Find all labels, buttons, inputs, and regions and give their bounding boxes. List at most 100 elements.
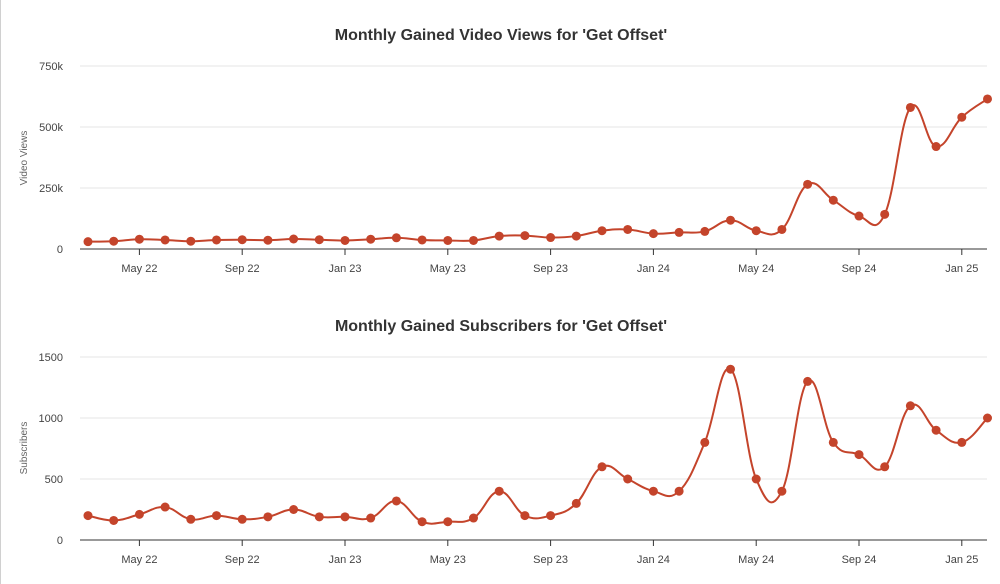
- chart1-x-tick-label: Sep 22: [225, 263, 260, 275]
- chart1-data-point: [289, 234, 299, 244]
- chart1-data-point: [520, 231, 530, 241]
- chart2-x-tick-label: Jan 25: [945, 554, 978, 566]
- chart1-data-point: [880, 209, 890, 219]
- chart2-series-line: [87, 367, 989, 525]
- chart1-data-point: [571, 231, 581, 241]
- chart2-data-point: [751, 474, 761, 484]
- chart1-data-point: [751, 226, 761, 236]
- chart1-x-tick-label: Sep 23: [533, 263, 568, 275]
- chart1-data-point: [366, 234, 376, 244]
- chart1-data-point: [828, 195, 838, 205]
- chart2-data-point: [443, 517, 453, 527]
- chart1-data-point: [546, 233, 556, 243]
- chart1-data-point: [597, 226, 607, 236]
- chart2-data-point: [597, 462, 607, 472]
- chart2-y-tick-label: 1500: [39, 352, 63, 364]
- chart2-x-tick-label: May 24: [738, 554, 774, 566]
- chart1-title: Monthly Gained Video Views for 'Get Offs…: [335, 27, 667, 44]
- chart1-x-tick-label: May 24: [738, 263, 774, 275]
- chart2-data-point: [494, 486, 504, 496]
- chart1-data-point: [726, 215, 735, 225]
- chart2-data-point: [263, 512, 273, 522]
- chart2-data-point: [648, 486, 658, 496]
- chart2-data-point: [623, 474, 633, 484]
- chart1-x-tick-label: Jan 23: [328, 263, 361, 275]
- chart1-data-point: [314, 235, 324, 245]
- chart1-y-tick-label: 500k: [39, 122, 63, 134]
- chart2-data-point: [957, 437, 967, 447]
- chart2-x-tick-label: Jan 24: [637, 554, 670, 566]
- chart1-data-point: [494, 231, 504, 241]
- chart1-data-point: [212, 235, 221, 245]
- chart1-data-point: [674, 227, 684, 237]
- chart2-y-axis-title: Subscribers: [19, 422, 30, 475]
- chart1-data-point: [83, 237, 93, 247]
- chart1-data-point: [340, 235, 350, 245]
- chart2-data-point: [109, 515, 119, 525]
- chart1-data-point: [700, 226, 710, 236]
- chart2-x-tick-label: Sep 23: [533, 554, 568, 566]
- chart2-x-tick-label: May 22: [121, 554, 157, 566]
- chart1-data-point: [983, 94, 992, 104]
- chart2-x-tick-label: Jan 23: [328, 554, 361, 566]
- chart2-x-tick-label: Sep 22: [225, 554, 260, 566]
- chart2-data-point: [314, 512, 324, 522]
- chart2-data-point: [546, 511, 556, 521]
- chart1-x-tick-label: Sep 24: [842, 263, 877, 275]
- chart1-data-point: [777, 224, 787, 234]
- chart2-data-point: [931, 425, 941, 435]
- chart2-x-tick-label: May 23: [430, 554, 466, 566]
- chart1-data-point: [648, 229, 658, 239]
- chart2-data-point: [803, 376, 813, 386]
- chart2-y-tick-label: 1000: [39, 413, 63, 425]
- chart1-x-tick-label: Jan 25: [945, 263, 978, 275]
- chart1-data-point: [186, 236, 196, 246]
- chart1-y-tick-label: 250k: [39, 183, 63, 195]
- chart2-data-point: [417, 517, 427, 527]
- chart1-data-point: [469, 235, 478, 245]
- chart2-data-point: [571, 498, 581, 508]
- chart1-data-point: [957, 112, 967, 122]
- chart1-data-point: [263, 235, 273, 245]
- chart2-data-point: [520, 511, 530, 521]
- chart1-x-tick-label: Jan 24: [637, 263, 670, 275]
- chart2-data-point: [340, 512, 350, 522]
- chart1-data-point: [931, 142, 941, 152]
- chart2-data-point: [212, 511, 221, 521]
- chart1-data-point: [854, 211, 864, 221]
- chart2-x-tick-label: Sep 24: [842, 554, 877, 566]
- chart1-series-line: [87, 98, 989, 243]
- chart1-data-point: [109, 236, 119, 246]
- chart2-data-point: [160, 502, 170, 512]
- chart2-data-point: [186, 514, 196, 524]
- chart2-data-point: [289, 505, 299, 514]
- chart1-data-point: [134, 234, 144, 244]
- chart2-data-point: [469, 513, 478, 523]
- chart2-y-tick-label: 0: [57, 535, 63, 547]
- chart2-data-point: [83, 511, 93, 521]
- chart1-data-point: [443, 235, 453, 245]
- chart2-data-point: [134, 509, 144, 519]
- chart1-data-point: [391, 233, 401, 243]
- chart1-data-point: [237, 235, 247, 245]
- chart1-y-axis-title: Video Views: [19, 131, 30, 186]
- chart1-y-tick-label: 0: [57, 244, 63, 256]
- chart1-data-point: [417, 235, 427, 245]
- chart2-data-point: [880, 462, 890, 472]
- chart2-data-point: [983, 413, 992, 423]
- chart2-title: Monthly Gained Subscribers for 'Get Offs…: [335, 318, 667, 335]
- chart1-data-point: [623, 224, 633, 234]
- chart2-data-point: [828, 437, 838, 447]
- chart2-data-point: [726, 364, 735, 374]
- chart2-data-point: [905, 401, 915, 411]
- chart2-y-tick-label: 500: [45, 474, 63, 486]
- chart2-data-point: [366, 513, 376, 523]
- chart1-data-point: [803, 179, 813, 189]
- chart1-x-tick-label: May 22: [121, 263, 157, 275]
- chart1-y-tick-label: 750k: [39, 61, 63, 73]
- chart2-data-point: [674, 486, 684, 496]
- chart1-x-tick-label: May 23: [430, 263, 466, 275]
- chart1-data-point: [160, 235, 170, 245]
